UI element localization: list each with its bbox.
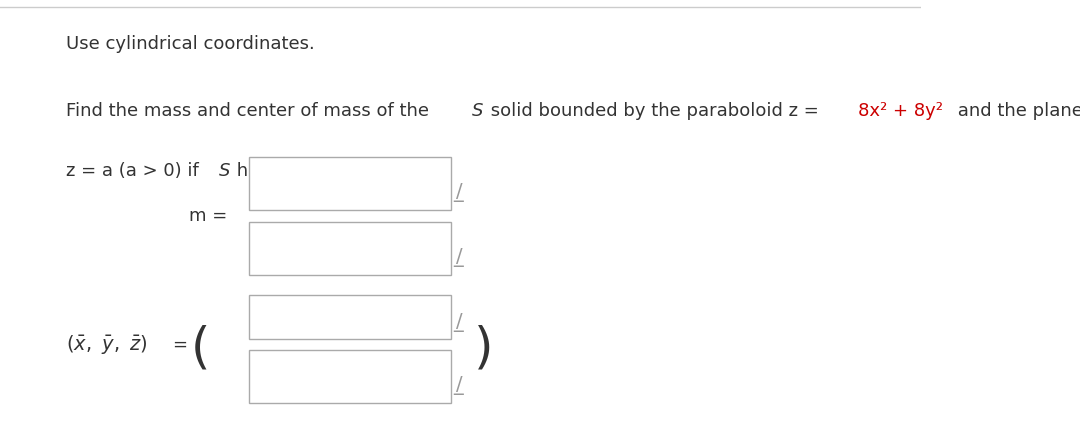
Text: S: S bbox=[472, 102, 484, 120]
Text: /̲: /̲ bbox=[456, 183, 462, 202]
Text: has constant density K.: has constant density K. bbox=[231, 162, 448, 180]
Text: Find the mass and center of mass of the: Find the mass and center of mass of the bbox=[66, 102, 435, 120]
FancyBboxPatch shape bbox=[248, 222, 451, 275]
Text: S: S bbox=[219, 162, 230, 180]
Text: Use cylindrical coordinates.: Use cylindrical coordinates. bbox=[66, 35, 315, 54]
Text: /̲: /̲ bbox=[456, 376, 462, 395]
Text: z = a (a > 0) if: z = a (a > 0) if bbox=[66, 162, 205, 180]
FancyBboxPatch shape bbox=[248, 350, 451, 403]
Text: $(\bar{x},\ \bar{y},\ \bar{z})$: $(\bar{x},\ \bar{y},\ \bar{z})$ bbox=[66, 333, 148, 356]
Text: and the plane: and the plane bbox=[951, 102, 1080, 120]
Text: =: = bbox=[173, 335, 187, 354]
FancyBboxPatch shape bbox=[248, 295, 451, 339]
Text: m =: m = bbox=[189, 207, 227, 225]
Text: ): ) bbox=[474, 325, 494, 373]
Text: /̲: /̲ bbox=[456, 248, 462, 267]
Text: solid bounded by the paraboloid z =: solid bounded by the paraboloid z = bbox=[485, 102, 824, 120]
Text: (: ( bbox=[191, 325, 211, 373]
Text: /̲: /̲ bbox=[456, 313, 462, 332]
FancyBboxPatch shape bbox=[248, 157, 451, 210]
Text: 8x² + 8y²: 8x² + 8y² bbox=[859, 102, 943, 120]
